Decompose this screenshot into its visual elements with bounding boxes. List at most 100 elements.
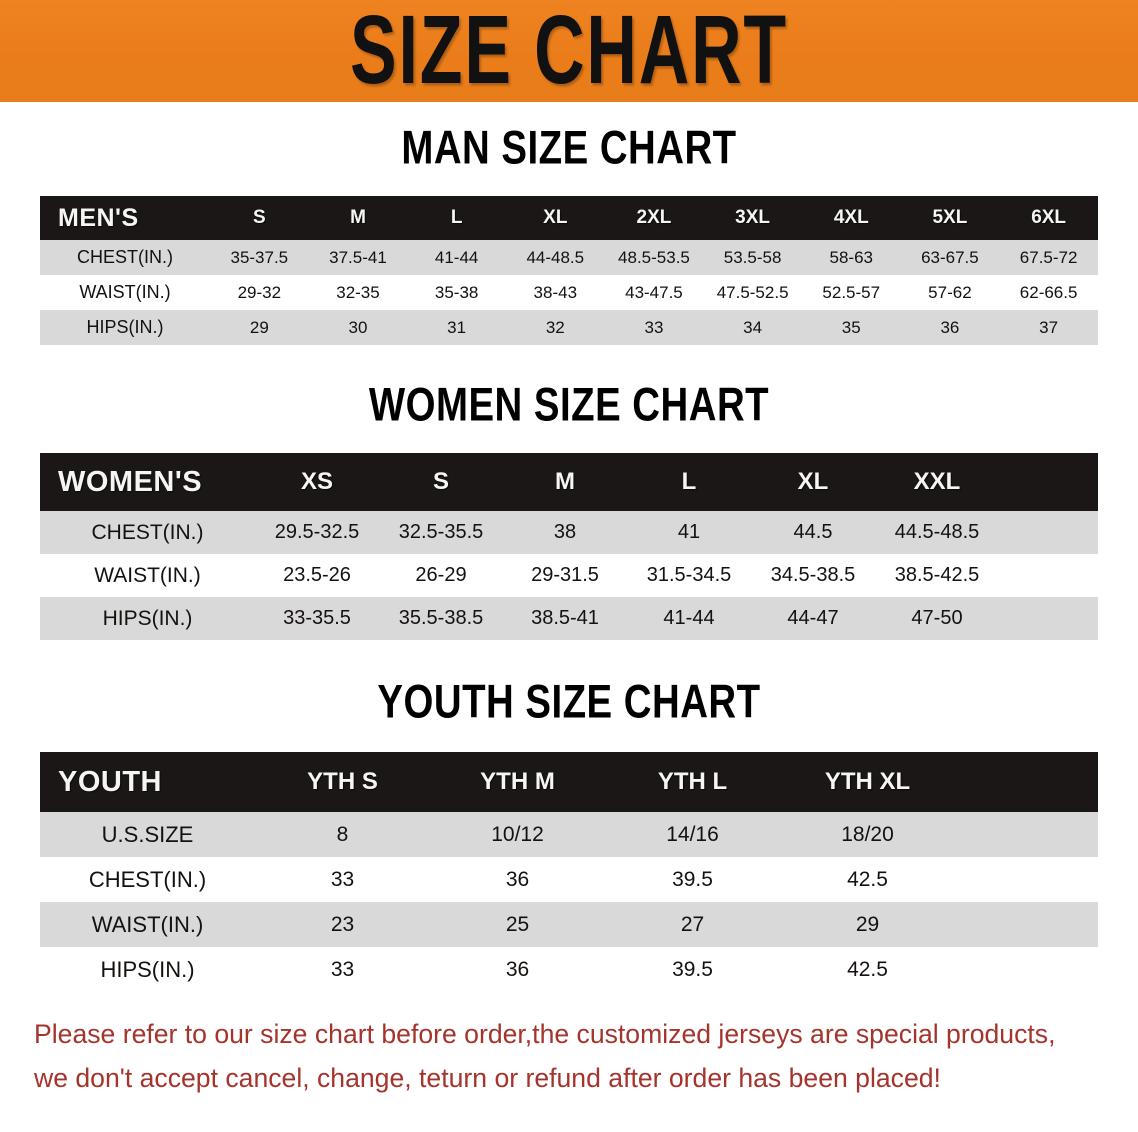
table-cell: 35-38 — [434, 282, 479, 302]
table-cell: 39.5 — [672, 867, 713, 891]
table-cell: 44.5-48.5 — [894, 521, 980, 543]
table-cell: 57-62 — [928, 282, 972, 302]
table-row: HIPS(IN.) 29 30 31 32 33 34 35 36 37 — [40, 310, 1098, 345]
table-cell: 36 — [505, 867, 530, 891]
youth-col-header-l: YTH L — [657, 768, 728, 795]
table-cell: 14/16 — [666, 822, 719, 846]
table-cell: 38.5-42.5 — [894, 564, 980, 586]
table-cell-spacer — [999, 597, 1098, 640]
table-cell: 33 — [330, 867, 355, 891]
table-row: U.S.SIZE 8 10/12 14/16 18/20 — [40, 812, 1098, 857]
man-col-header-m: M — [350, 207, 366, 228]
youth-col-spacer — [955, 752, 1098, 812]
table-cell: 62-66.5 — [1019, 282, 1078, 302]
page-title: SIZE CHART — [350, 0, 788, 105]
table-cell-spacer — [955, 857, 1098, 902]
table-cell: 35.5-38.5 — [398, 607, 484, 629]
women-table-body: CHEST(IN.) 29.5-32.5 32.5-35.5 38 41 44.… — [40, 511, 1098, 640]
women-col-header-xs: XS — [300, 468, 333, 495]
table-cell: 32.5-35.5 — [398, 521, 484, 543]
table-cell: 35-37.5 — [230, 247, 289, 267]
table-cell: 41-44 — [434, 247, 479, 267]
women-section-title: WOMEN SIZE CHART — [368, 379, 770, 431]
table-cell: 26-29 — [415, 564, 467, 586]
table-cell-spacer — [999, 511, 1098, 554]
youth-col-header-m: YTH M — [480, 768, 555, 795]
table-cell: 42.5 — [847, 957, 888, 981]
youth-chart-wrapper: YOUTH YTH S YTH M YTH L YTH XL U.S.SIZE … — [0, 752, 1138, 992]
table-cell: 31 — [447, 317, 467, 337]
man-row-label-waist: WAIST(IN.) — [79, 282, 171, 302]
man-col-header-s: S — [252, 207, 266, 228]
man-col-header-5xl: 5XL — [932, 207, 968, 228]
table-cell: 32-35 — [336, 282, 380, 302]
women-col-spacer — [999, 453, 1098, 511]
women-row-header-label: WOMEN'S — [58, 465, 203, 498]
table-cell: 27 — [680, 912, 705, 936]
table-cell: 38 — [553, 521, 577, 543]
table-cell: 18/20 — [841, 822, 894, 846]
women-col-header-l: L — [681, 468, 697, 495]
table-cell: 37 — [1039, 317, 1059, 337]
youth-row-header-label: YOUTH — [58, 765, 162, 798]
table-cell: 36 — [940, 317, 960, 337]
table-cell: 23.5-26 — [283, 564, 351, 586]
man-col-header-3xl: 3XL — [735, 207, 771, 228]
table-cell: 63-67.5 — [921, 247, 979, 267]
youth-row-label-chest: CHEST(IN.) — [88, 866, 207, 892]
youth-size-table: YOUTH YTH S YTH M YTH L YTH XL U.S.SIZE … — [40, 752, 1098, 992]
man-col-header-2xl: 2XL — [636, 207, 672, 228]
youth-col-header-s: YTH S — [307, 768, 378, 795]
man-row-label-chest: CHEST(IN.) — [77, 247, 173, 267]
youth-col-header-xl: YTH XL — [824, 768, 911, 795]
table-row: HIPS(IN.) 33-35.5 35.5-38.5 38.5-41 41-4… — [40, 597, 1098, 640]
table-row: HIPS(IN.) 33 36 39.5 42.5 — [40, 947, 1098, 992]
man-col-header-4xl: 4XL — [833, 207, 869, 228]
table-cell: 41-44 — [663, 607, 715, 629]
youth-row-label-us-size: U.S.SIZE — [101, 821, 194, 847]
table-cell: 39.5 — [672, 957, 713, 981]
page-banner: SIZE CHART — [0, 0, 1138, 102]
table-row: WAIST(IN.) 23 25 27 29 — [40, 902, 1098, 947]
women-row-label-waist: WAIST(IN.) — [94, 563, 201, 587]
table-cell: 44-48.5 — [526, 247, 585, 267]
man-table-body: CHEST(IN.) 35-37.5 37.5-41 41-44 44-48.5… — [40, 240, 1098, 345]
youth-table-head: YOUTH YTH S YTH M YTH L YTH XL — [40, 752, 1098, 812]
return-policy-line-2: we don't accept cancel, change, teturn o… — [34, 1063, 941, 1093]
man-row-header-label: MEN'S — [58, 203, 139, 232]
youth-section-title: YOUTH SIZE CHART — [377, 676, 761, 728]
table-row: CHEST(IN.) 35-37.5 37.5-41 41-44 44-48.5… — [40, 240, 1098, 275]
table-cell: 48.5-53.5 — [618, 247, 690, 267]
table-cell: 10/12 — [491, 822, 544, 846]
table-cell: 58-63 — [829, 247, 873, 267]
table-cell-spacer — [955, 947, 1098, 992]
table-cell: 29-31.5 — [531, 564, 599, 586]
table-cell: 37.5-41 — [329, 247, 387, 267]
table-cell: 30 — [348, 317, 368, 337]
man-section-title: MAN SIZE CHART — [401, 122, 737, 174]
women-table-head: WOMEN'S XS S M L XL XXL — [40, 453, 1098, 511]
man-col-header-6xl: 6XL — [1031, 207, 1067, 228]
man-row-label-hips: HIPS(IN.) — [86, 317, 164, 337]
table-cell: 36 — [505, 957, 530, 981]
table-cell: 32 — [545, 317, 565, 337]
table-cell: 53.5-58 — [723, 247, 782, 267]
women-col-header-m: M — [555, 468, 575, 495]
women-chart-wrapper: WOMEN'S XS S M L XL XXL CHEST(IN.) 29.5-… — [0, 453, 1138, 640]
table-cell: 35 — [841, 317, 861, 337]
table-row: CHEST(IN.) 33 36 39.5 42.5 — [40, 857, 1098, 902]
women-col-header-s: S — [432, 468, 449, 495]
man-col-header-xl: XL — [543, 207, 568, 228]
table-cell: 43-47.5 — [625, 282, 683, 302]
man-chart-wrapper: MEN'S S M L XL 2XL 3XL 4XL 5XL 6XL CHEST… — [0, 196, 1138, 345]
return-policy-note: Please refer to our size chart before or… — [34, 1012, 1088, 1100]
table-cell: 29 — [855, 912, 880, 936]
table-cell: 23 — [330, 912, 355, 936]
man-table-head: MEN'S S M L XL 2XL 3XL 4XL 5XL 6XL — [40, 196, 1098, 240]
table-cell: 8 — [336, 822, 349, 846]
women-header-row: WOMEN'S XS S M L XL XXL — [40, 453, 1098, 511]
table-cell-spacer — [955, 812, 1098, 857]
table-cell: 44-47 — [787, 607, 839, 629]
table-cell: 42.5 — [847, 867, 888, 891]
